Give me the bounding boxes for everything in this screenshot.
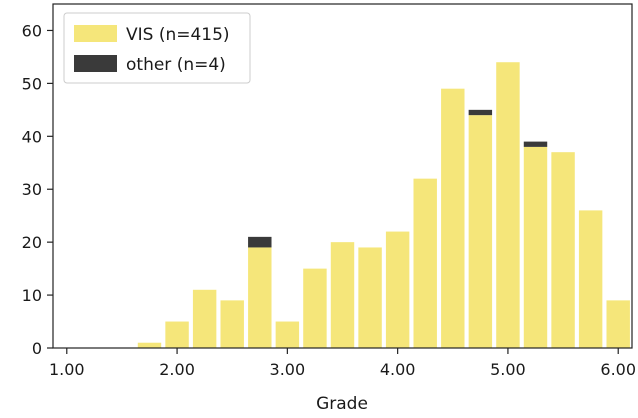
bar-vis-10 bbox=[330, 242, 355, 348]
y-tick-label: 0 bbox=[32, 339, 42, 358]
bars-group bbox=[137, 62, 630, 349]
x-tick-label: 2.00 bbox=[159, 360, 195, 379]
y-tick-label: 30 bbox=[22, 180, 42, 199]
bar-vis-20 bbox=[606, 300, 630, 348]
bar-vis-11 bbox=[358, 247, 382, 348]
y-axis: 0 10 20 30 40 50 60 bbox=[22, 21, 53, 358]
bar-vis-8 bbox=[275, 321, 300, 348]
bar-vis-13 bbox=[413, 178, 437, 348]
y-tick-label: 20 bbox=[22, 233, 42, 252]
bar-vis-19 bbox=[578, 210, 603, 348]
bar-vis-7 bbox=[248, 247, 272, 348]
x-tick-label: 4.00 bbox=[380, 360, 416, 379]
x-tick-label: 3.00 bbox=[270, 360, 306, 379]
bar-vis-12 bbox=[385, 231, 410, 348]
bar-vis-3 bbox=[137, 342, 162, 348]
legend-swatch-vis bbox=[74, 25, 117, 42]
x-axis: 1.00 2.00 3.00 4.00 5.00 6.00 bbox=[49, 348, 636, 379]
y-tick-label: 50 bbox=[22, 74, 42, 93]
legend-label-vis: VIS (n=415) bbox=[126, 25, 230, 45]
bar-vis-9 bbox=[303, 268, 327, 348]
bar-vis-14 bbox=[441, 88, 465, 349]
y-tick-label: 40 bbox=[22, 127, 42, 146]
x-axis-title: Grade bbox=[316, 394, 368, 414]
x-tick-label: 5.00 bbox=[490, 360, 526, 379]
bar-vis-4 bbox=[165, 321, 189, 348]
plot-frame bbox=[52, 3, 633, 349]
bar-vis-16 bbox=[496, 62, 520, 348]
y-tick-label: 10 bbox=[22, 286, 42, 305]
legend-label-other: other (n=4) bbox=[126, 55, 226, 75]
bar-vis-15 bbox=[468, 115, 493, 348]
legend-swatch-other bbox=[74, 55, 117, 72]
bar-other-7 bbox=[248, 236, 272, 248]
x-tick-label: 1.00 bbox=[49, 360, 85, 379]
bar-vis-5 bbox=[192, 289, 217, 348]
y-tick-label: 60 bbox=[22, 21, 42, 40]
bar-vis-18 bbox=[551, 152, 575, 348]
x-tick-label: 6.00 bbox=[600, 360, 636, 379]
legend: VIS (n=415) other (n=4) bbox=[63, 12, 251, 84]
bar-other-15 bbox=[468, 109, 493, 116]
bar-vis-6 bbox=[220, 300, 244, 348]
bar-vis-17 bbox=[523, 146, 548, 348]
bar-other-17 bbox=[523, 141, 548, 147]
